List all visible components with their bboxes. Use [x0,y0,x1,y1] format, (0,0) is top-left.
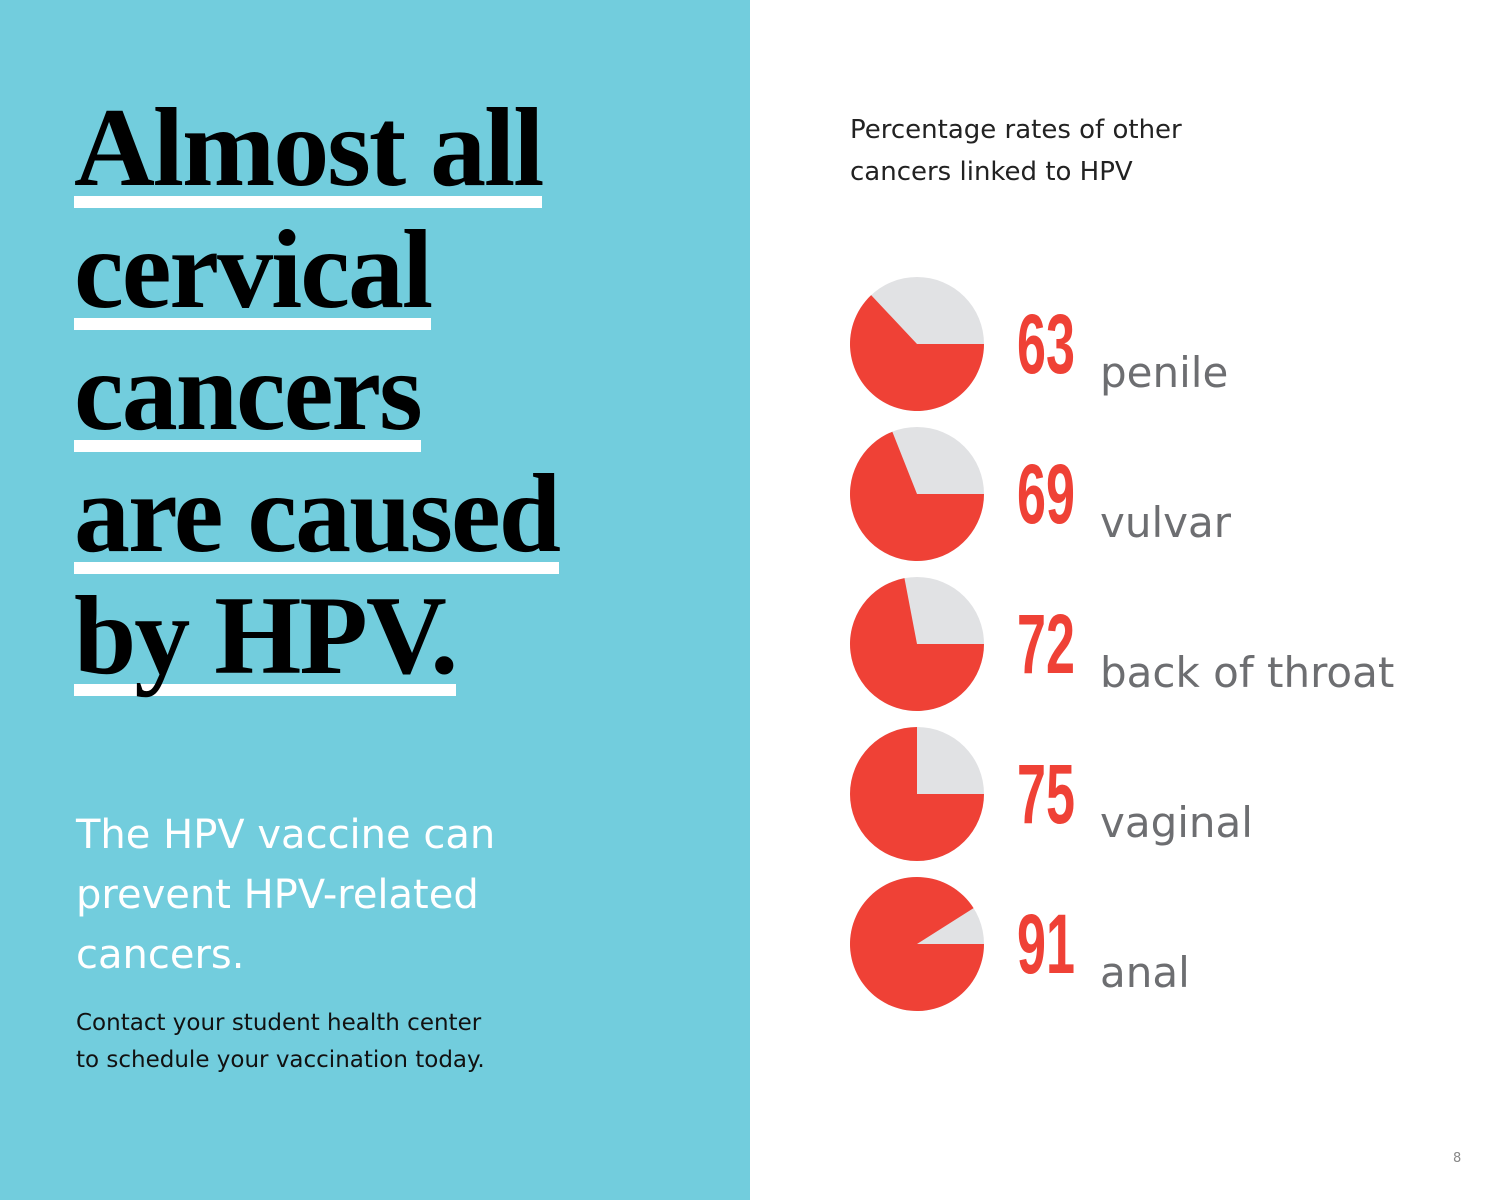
pie-slice [849,876,984,1012]
underlined-text: Almost all [74,86,544,210]
underlined-text: by HPV. [74,574,458,698]
pie-slice [849,431,984,562]
category-label: back of throat [1100,648,1395,697]
headline-line: by HPV. [74,574,458,698]
pie-slice [850,578,984,711]
value-label: 72 [1017,597,1075,691]
value-label: 63 [1017,297,1075,391]
value-label: 91 [1017,897,1075,991]
value-label: 75 [1017,747,1075,841]
category-label: penile [1100,348,1229,397]
underlined-text: cervical [74,208,433,332]
value-label: 69 [1017,447,1075,541]
note-text: to schedule your vaccination today. [76,1047,485,1073]
page-number: 8 [1453,1151,1462,1166]
category-label: vulvar [1100,498,1232,547]
lead-text: prevent HPV-related [76,872,479,918]
chart-title: cancers linked to HPV [850,157,1133,187]
headline-line: are caused [74,452,561,576]
lead-text: The HPV vaccine can [76,812,496,858]
note-text: Contact your student health center [76,1010,482,1036]
headline-line: cervical [74,208,433,332]
category-label: vaginal [1100,798,1253,847]
headline-line: Almost all [74,86,544,210]
pie-slice [849,295,984,411]
underlined-text: are caused [74,452,561,576]
underlined-text: cancers [74,330,423,454]
pie-slice [850,727,984,861]
chart-title: Percentage rates of other [850,115,1182,145]
category-label: anal [1100,948,1190,997]
lead-text: cancers. [76,932,245,978]
headline-line: cancers [74,330,423,454]
